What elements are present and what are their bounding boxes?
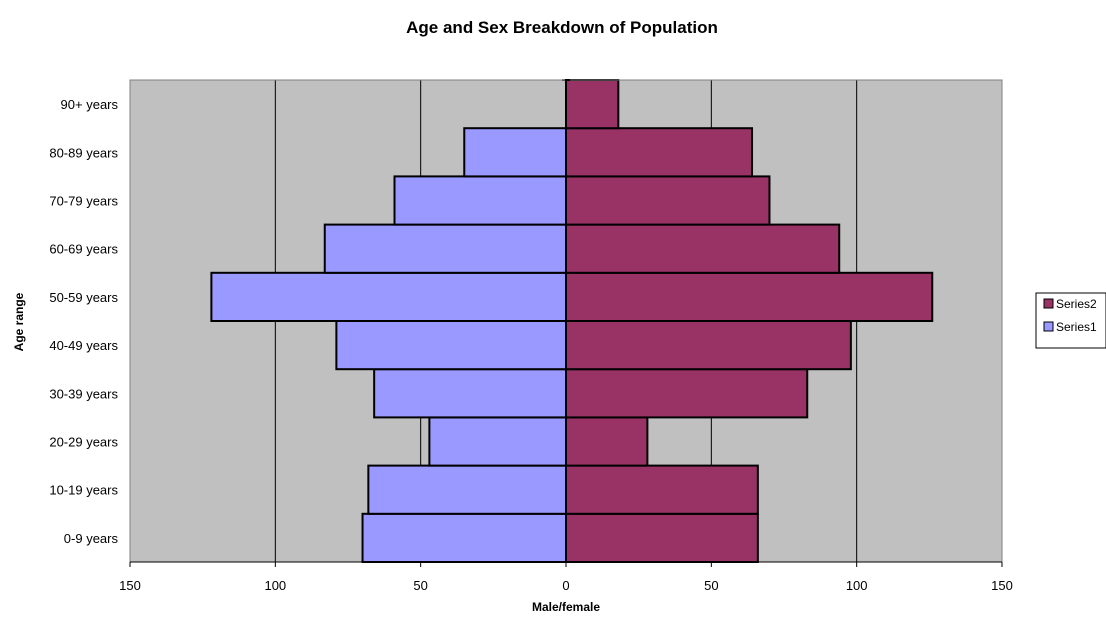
bar-series1-2 (428, 416, 567, 467)
bar-series2-1 (565, 464, 759, 515)
y-tick-label-9: 90+ years (61, 97, 119, 112)
legend-label-series2: Series2 (1056, 297, 1097, 311)
x-axis-title: Male/female (532, 600, 600, 614)
y-tick-label-2: 20-29 years (49, 435, 118, 450)
plot-area (129, 79, 1003, 563)
y-axis-title: Age range (12, 292, 26, 351)
bar-series1-3 (373, 368, 567, 419)
x-tick-label-5: 100 (846, 578, 868, 593)
bar-series2-7 (565, 175, 771, 226)
bar-series2-2 (565, 416, 649, 467)
x-tick-label-0: 150 (119, 578, 141, 593)
bar-series1-1 (367, 464, 568, 515)
bar-series2-6 (565, 223, 841, 274)
x-tick-label-1: 100 (264, 578, 286, 593)
bar-series1-5 (210, 271, 568, 322)
x-axis-tick-labels: 150 100 50 0 50 100 150 (119, 562, 1013, 593)
x-tick-label-3: 0 (562, 578, 569, 593)
bar-series2-8 (565, 127, 754, 178)
y-tick-label-5: 50-59 years (49, 290, 118, 305)
x-tick-label-2: 50 (413, 578, 427, 593)
bar-series1-7 (393, 175, 567, 226)
y-tick-label-7: 70-79 years (49, 194, 118, 209)
y-tick-label-6: 60-69 years (49, 242, 118, 257)
legend: Series2 Series1 (1035, 292, 1106, 349)
bar-series2-9 (565, 79, 620, 130)
legend-label-series1: Series1 (1056, 320, 1097, 334)
x-tick-label-4: 50 (704, 578, 718, 593)
bar-series1-4 (335, 320, 567, 371)
legend-swatch-series2 (1043, 298, 1054, 309)
bar-series1-8 (463, 127, 567, 178)
bar-series1-6 (323, 223, 567, 274)
y-tick-label-8: 80-89 years (49, 145, 118, 160)
bar-series2-5 (565, 271, 934, 322)
bar-series2-4 (565, 320, 852, 371)
y-tick-label-1: 10-19 years (49, 483, 118, 498)
bar-series1-0 (361, 512, 567, 563)
bar-series2-0 (565, 512, 759, 563)
chart-title: Age and Sex Breakdown of Population (406, 18, 718, 37)
y-tick-label-0: 0-9 years (64, 531, 119, 546)
y-tick-label-4: 40-49 years (49, 338, 118, 353)
bar-series2-3 (565, 368, 809, 419)
legend-swatch-series1 (1043, 321, 1054, 332)
y-axis-tick-labels: 0-9 years 10-19 years 20-29 years 30-39 yea… (49, 79, 570, 546)
x-tick-label-6: 150 (991, 578, 1013, 593)
y-tick-label-3: 30-39 years (49, 386, 118, 401)
